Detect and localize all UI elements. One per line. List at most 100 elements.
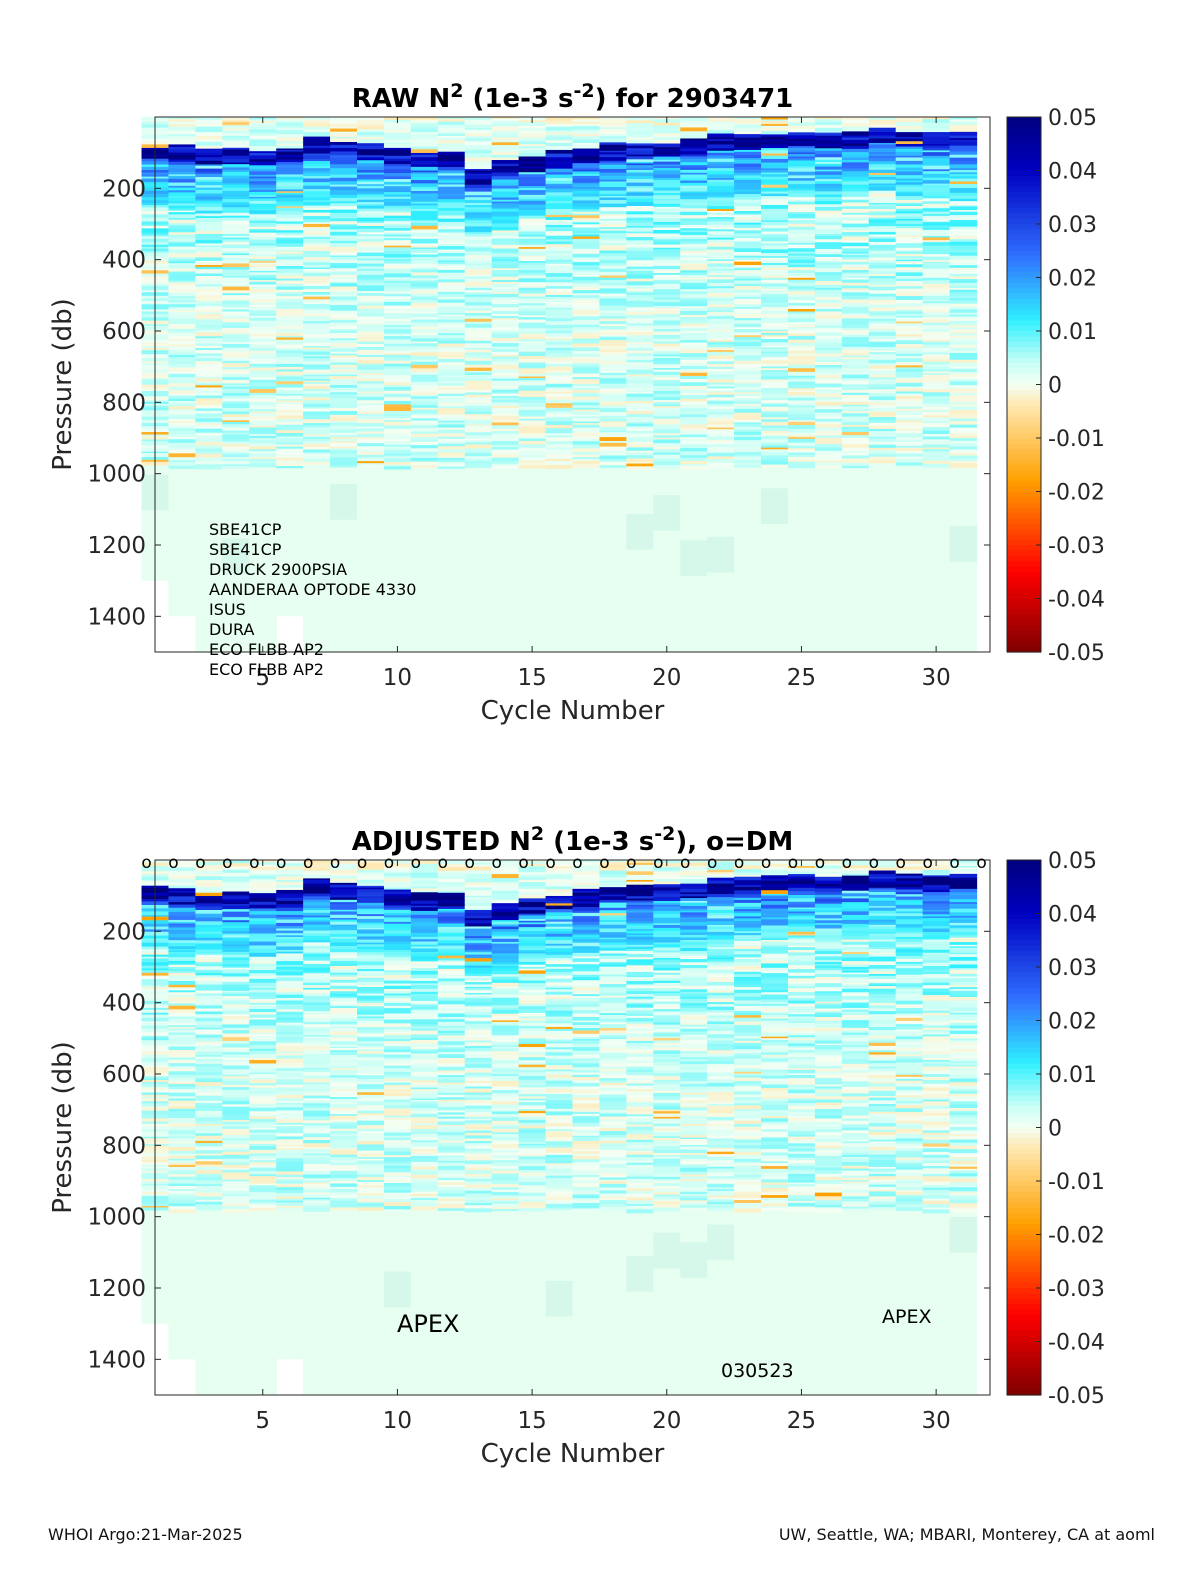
heatmap-cell: [868, 119, 897, 122]
heatmap-cell: [249, 189, 277, 193]
heatmap-cell: [330, 346, 358, 350]
heatmap-cell: [814, 378, 843, 381]
heatmap-cell: [787, 200, 816, 203]
heatmap-cell: [330, 369, 358, 373]
heatmap-cell: [464, 440, 493, 443]
heatmap-cell: [195, 954, 223, 959]
heatmap-cell: [868, 135, 897, 140]
heatmap-cell: [814, 435, 843, 439]
heatmap-cell: [437, 380, 466, 384]
heatmap-cell: [653, 449, 681, 454]
heatmap-cell: [545, 227, 574, 230]
heatmap-cell: [814, 262, 843, 266]
heatmap-cell: [814, 231, 843, 235]
heatmap-cell: [895, 386, 924, 389]
heatmap-cell: [437, 238, 466, 242]
heatmap-cell: [410, 146, 439, 150]
heatmap-cell: [545, 124, 574, 128]
heatmap-cell: [330, 435, 358, 438]
heatmap-cell: [518, 148, 547, 151]
heatmap-cell: [195, 425, 223, 430]
heatmap-cell: [949, 195, 978, 200]
heatmap-cell: [599, 403, 627, 407]
heatmap-cell: [168, 225, 197, 230]
heatmap-column: [841, 117, 870, 652]
heatmap-cell: [922, 187, 951, 192]
heatmap-cell: [545, 309, 574, 314]
heatmap-cell: [761, 310, 789, 315]
heatmap-cell: [303, 397, 331, 401]
heatmap-deep-cell: [383, 466, 412, 652]
heatmap-cell: [787, 428, 816, 432]
heatmap-cell: [357, 385, 385, 389]
heatmap-cell: [545, 140, 574, 144]
heatmap-cell: [195, 177, 223, 181]
heatmap-cell: [680, 286, 708, 290]
heatmap-cell: [545, 188, 574, 193]
colorbar-segment: [1007, 170, 1041, 177]
heatmap-cell: [734, 186, 762, 191]
heatmap-cell: [383, 207, 412, 211]
heatmap-cell: [841, 164, 870, 170]
heatmap-cell: [491, 463, 520, 467]
heatmap-cell: [895, 344, 924, 347]
heatmap-cell: [707, 171, 735, 176]
heatmap-cell: [599, 132, 627, 135]
heatmap-cell: [868, 215, 897, 219]
heatmap-cell: [949, 303, 978, 308]
heatmap-cell: [437, 365, 466, 368]
heatmap-cell: [761, 376, 789, 381]
heatmap-cell: [518, 416, 547, 420]
heatmap-cell: [303, 168, 331, 172]
heatmap-cell: [734, 272, 762, 277]
heatmap-cell: [949, 418, 978, 422]
heatmap-cell: [653, 416, 681, 420]
heatmap-cell: [841, 279, 870, 284]
heatmap-cell: [518, 149, 547, 154]
heatmap-cell: [437, 170, 466, 174]
heatmap-cell: [383, 346, 412, 349]
heatmap-cell: [787, 318, 816, 323]
heatmap-cell: [276, 206, 304, 209]
heatmap-cell: [195, 141, 223, 147]
heatmap-cell: [895, 210, 924, 215]
heatmap-cell: [491, 208, 520, 213]
heatmap-cell: [626, 437, 654, 440]
heatmap-cell: [895, 247, 924, 251]
heatmap-cell: [707, 465, 735, 469]
heatmap-cell: [787, 448, 816, 451]
heatmap-cell: [249, 978, 277, 984]
heatmap-cell: [895, 235, 924, 238]
heatmap-cell: [518, 308, 547, 313]
heatmap-cell: [680, 323, 708, 327]
heatmap-cell: [922, 283, 951, 289]
heatmap-cell: [841, 290, 870, 293]
heatmap-cell: [734, 292, 762, 296]
heatmap-cell: [626, 397, 654, 402]
heatmap-cell: [464, 446, 493, 450]
heatmap-cell: [195, 943, 223, 948]
heatmap-cell: [841, 285, 870, 290]
heatmap-cell: [734, 320, 762, 325]
heatmap-cell: [383, 200, 412, 203]
heatmap-cell: [626, 393, 654, 398]
heatmap-cell: [410, 257, 439, 262]
heatmap-cell: [303, 231, 331, 236]
heatmap-cell: [626, 364, 654, 369]
heatmap-cell: [330, 448, 358, 451]
heatmap-cell: [168, 960, 197, 964]
heatmap-cell: [868, 347, 897, 352]
heatmap-cell: [572, 356, 601, 360]
heatmap-cell: [249, 226, 277, 230]
heatmap-cell: [195, 457, 223, 462]
heatmap-cell: [330, 432, 358, 436]
heatmap-cell: [922, 223, 951, 227]
heatmap-cell: [787, 405, 816, 409]
heatmap-cell: [437, 335, 466, 339]
heatmap-cell: [626, 163, 654, 166]
heatmap-cell: [330, 260, 358, 264]
heatmap-cell: [195, 1074, 223, 1079]
heatmap-cell: [276, 197, 304, 202]
heatmap-cell: [761, 296, 789, 301]
heatmap-cell: [330, 197, 358, 203]
